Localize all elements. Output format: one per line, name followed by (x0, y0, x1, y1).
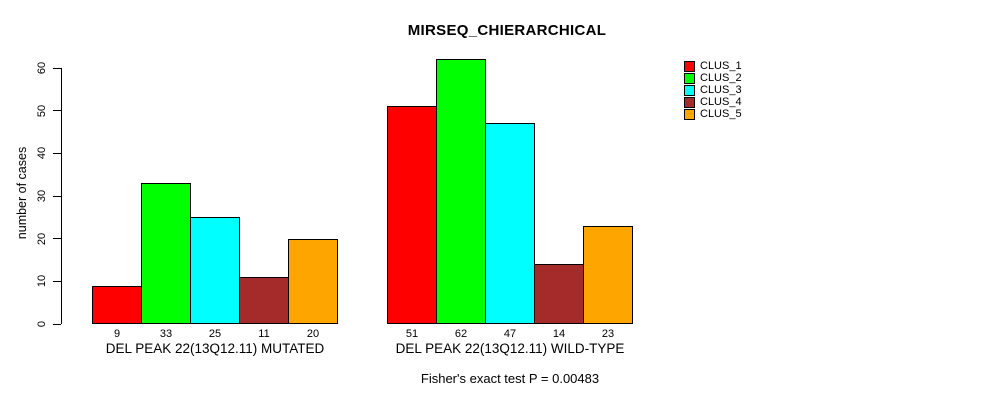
chart-title: MIRSEQ_CHIERARCHICAL (407, 22, 607, 39)
bar (583, 226, 633, 324)
bar (387, 106, 437, 324)
bar (485, 123, 535, 324)
legend-label: CLUS_2 (700, 72, 742, 84)
y-tick-label: 30 (36, 189, 48, 203)
y-tick-label: 60 (36, 61, 48, 75)
bar (239, 277, 289, 324)
y-tick-label: 50 (36, 104, 48, 117)
y-tick (53, 152, 61, 154)
legend-swatch (684, 109, 695, 120)
bar (436, 59, 486, 324)
bar-value-label: 51 (405, 328, 419, 340)
y-tick (53, 280, 61, 282)
y-tick-label: 40 (36, 147, 48, 160)
bar-value-label: 25 (208, 328, 222, 340)
legend-swatch (684, 85, 695, 96)
y-axis-line (61, 68, 62, 324)
bar (92, 286, 142, 324)
y-tick (53, 110, 61, 112)
bar-value-label: 20 (306, 328, 320, 340)
y-tick-label: 20 (36, 232, 48, 245)
y-axis-label: number of cases (15, 146, 29, 240)
bar-value-label: 9 (113, 328, 121, 340)
bar-value-label: 47 (503, 328, 517, 340)
legend-swatch (684, 73, 695, 84)
y-tick-label: 10 (36, 275, 48, 288)
y-tick (53, 195, 61, 197)
group-label: DEL PEAK 22(13Q12.11) WILD-TYPE (395, 341, 625, 356)
y-tick-label: 0 (36, 320, 48, 328)
bar (534, 264, 584, 324)
legend-swatch (684, 61, 695, 72)
legend-label: CLUS_1 (700, 60, 742, 72)
y-tick (53, 67, 61, 69)
legend-swatch (684, 97, 695, 108)
y-tick (53, 323, 61, 325)
annotation-text: Fisher's exact test P = 0.00483 (420, 371, 600, 386)
group-label: DEL PEAK 22(13Q12.11) MUTATED (105, 341, 325, 356)
bar (190, 217, 240, 324)
bar-value-label: 62 (454, 328, 468, 340)
bar (141, 183, 191, 324)
legend-label: CLUS_4 (700, 96, 742, 108)
bar-value-label: 33 (159, 328, 173, 340)
legend-label: CLUS_5 (700, 108, 742, 120)
bar-value-label: 14 (552, 328, 566, 340)
bar (288, 239, 338, 324)
y-tick (53, 238, 61, 240)
bar-value-label: 11 (258, 328, 270, 340)
bar-value-label: 23 (601, 328, 615, 340)
legend-label: CLUS_3 (700, 84, 742, 96)
